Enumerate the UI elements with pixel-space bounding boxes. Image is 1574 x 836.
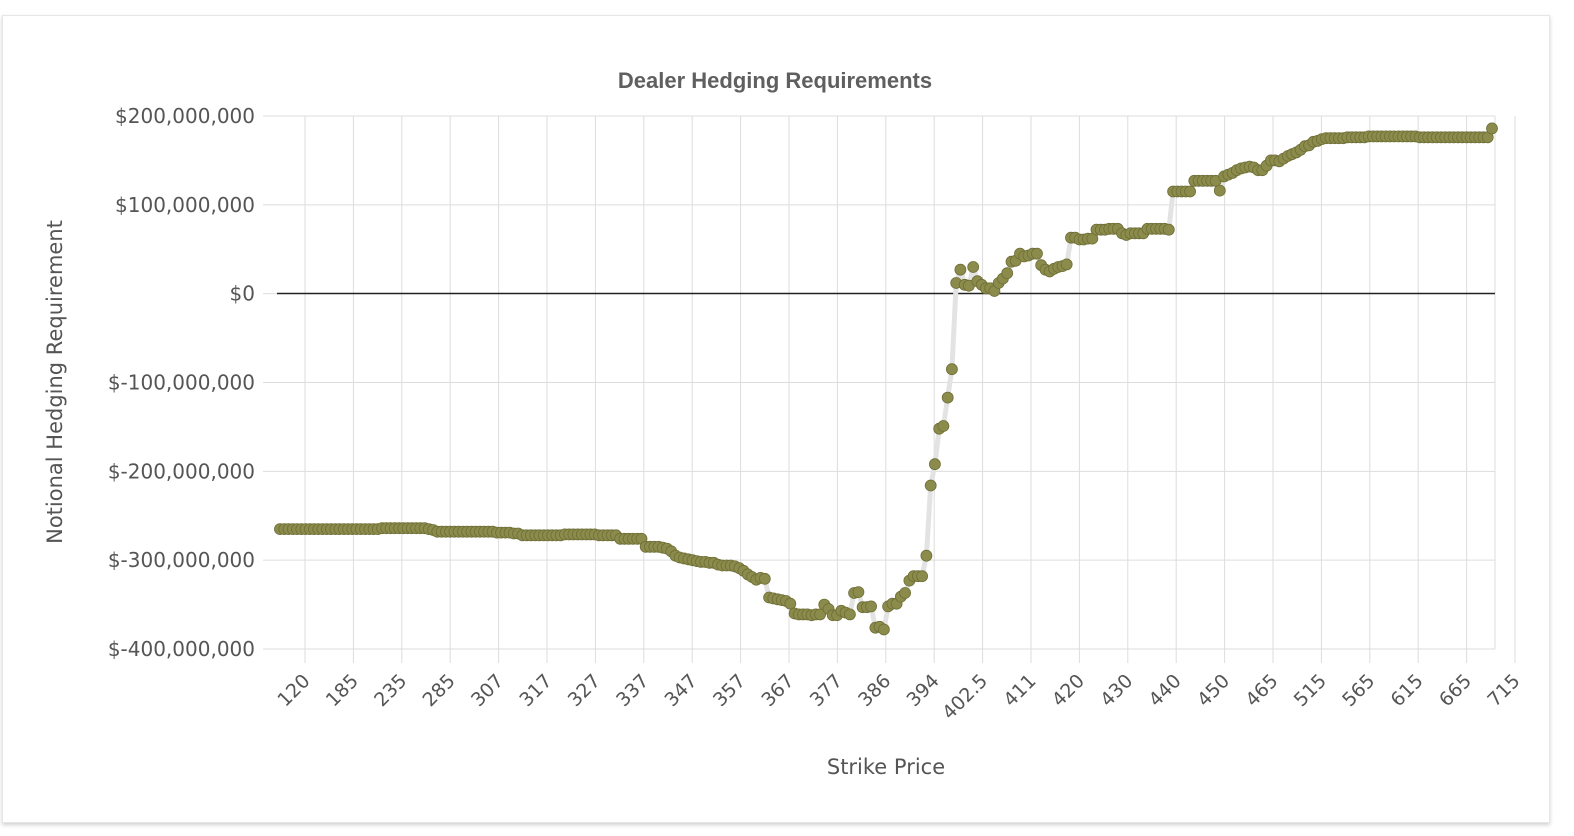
x-tick-label: 394	[903, 670, 944, 711]
x-tick-label: 317	[515, 670, 556, 711]
x-axis-ticks: 120 185 235 285 307 317 327 337 347 357 367 377 386 3…	[273, 670, 1524, 724]
data-point	[1162, 223, 1175, 236]
x-tick-label: 347	[661, 670, 702, 711]
data-point	[899, 587, 911, 599]
data-point	[916, 570, 928, 583]
data-point	[929, 458, 941, 471]
y-axis-ticks: $200,000,000 $100,000,000 $0 $-100,000,000 $…	[108, 104, 255, 661]
data-point	[1486, 122, 1498, 135]
x-tick-label: 285	[419, 670, 460, 711]
x-tick-label: 327	[564, 670, 605, 711]
data-point	[1213, 184, 1226, 197]
data-point	[814, 608, 826, 621]
data-point	[920, 549, 933, 562]
y-tick-label: $-200,000,000	[108, 459, 255, 483]
x-tick-label: 386	[854, 670, 895, 711]
x-tick-label: 440	[1145, 670, 1186, 711]
x-tick-label: 235	[370, 670, 411, 711]
data-point	[954, 263, 967, 276]
x-tick-label: 377	[806, 670, 847, 711]
data-point	[946, 363, 958, 376]
x-tick-label: 337	[612, 670, 653, 711]
data-point	[924, 479, 937, 492]
x-tick-label: 515	[1290, 670, 1331, 711]
x-tick-label: 120	[273, 670, 314, 711]
x-tick-label: 411	[999, 670, 1040, 711]
grid-lines	[263, 115, 1516, 663]
data-point	[758, 572, 771, 585]
data-points	[274, 122, 1498, 636]
chart-title: Dealer Hedging Requirements	[618, 68, 932, 93]
data-point	[878, 623, 890, 636]
x-tick-label: 367	[757, 670, 798, 711]
x-tick-label: 430	[1096, 670, 1137, 711]
y-tick-label: $200,000,000	[115, 104, 255, 128]
data-point	[1060, 258, 1073, 271]
x-tick-label: 185	[322, 670, 363, 711]
x-axis-label: Strike Price	[827, 755, 945, 779]
y-tick-label: $-300,000,000	[108, 548, 255, 572]
y-tick-label: $100,000,000	[115, 193, 255, 217]
x-tick-label: 307	[467, 670, 508, 711]
x-tick-label: 450	[1193, 670, 1234, 711]
data-point	[865, 600, 877, 613]
x-tick-label: 665	[1435, 670, 1476, 711]
y-tick-label: $-100,000,000	[108, 371, 255, 395]
x-tick-label: 357	[709, 670, 750, 711]
data-point	[844, 608, 856, 621]
data-point	[941, 391, 954, 404]
y-axis-label: Notional Hedging Requirement	[43, 220, 67, 544]
x-tick-label: 402.5	[938, 670, 992, 724]
data-point	[1031, 247, 1043, 260]
data-point	[967, 261, 980, 273]
x-tick-label: 420	[1048, 670, 1089, 711]
y-tick-label: $-400,000,000	[108, 637, 255, 661]
data-point	[937, 420, 950, 432]
data-point	[784, 597, 797, 610]
data-point	[852, 586, 865, 598]
x-tick-label: 615	[1387, 670, 1428, 711]
x-tick-label: 465	[1241, 670, 1282, 711]
data-point	[1184, 185, 1196, 198]
data-point	[1001, 267, 1014, 280]
x-tick-label: 565	[1338, 670, 1379, 711]
y-tick-label: $0	[230, 282, 255, 306]
x-tick-label: 715	[1483, 670, 1524, 711]
